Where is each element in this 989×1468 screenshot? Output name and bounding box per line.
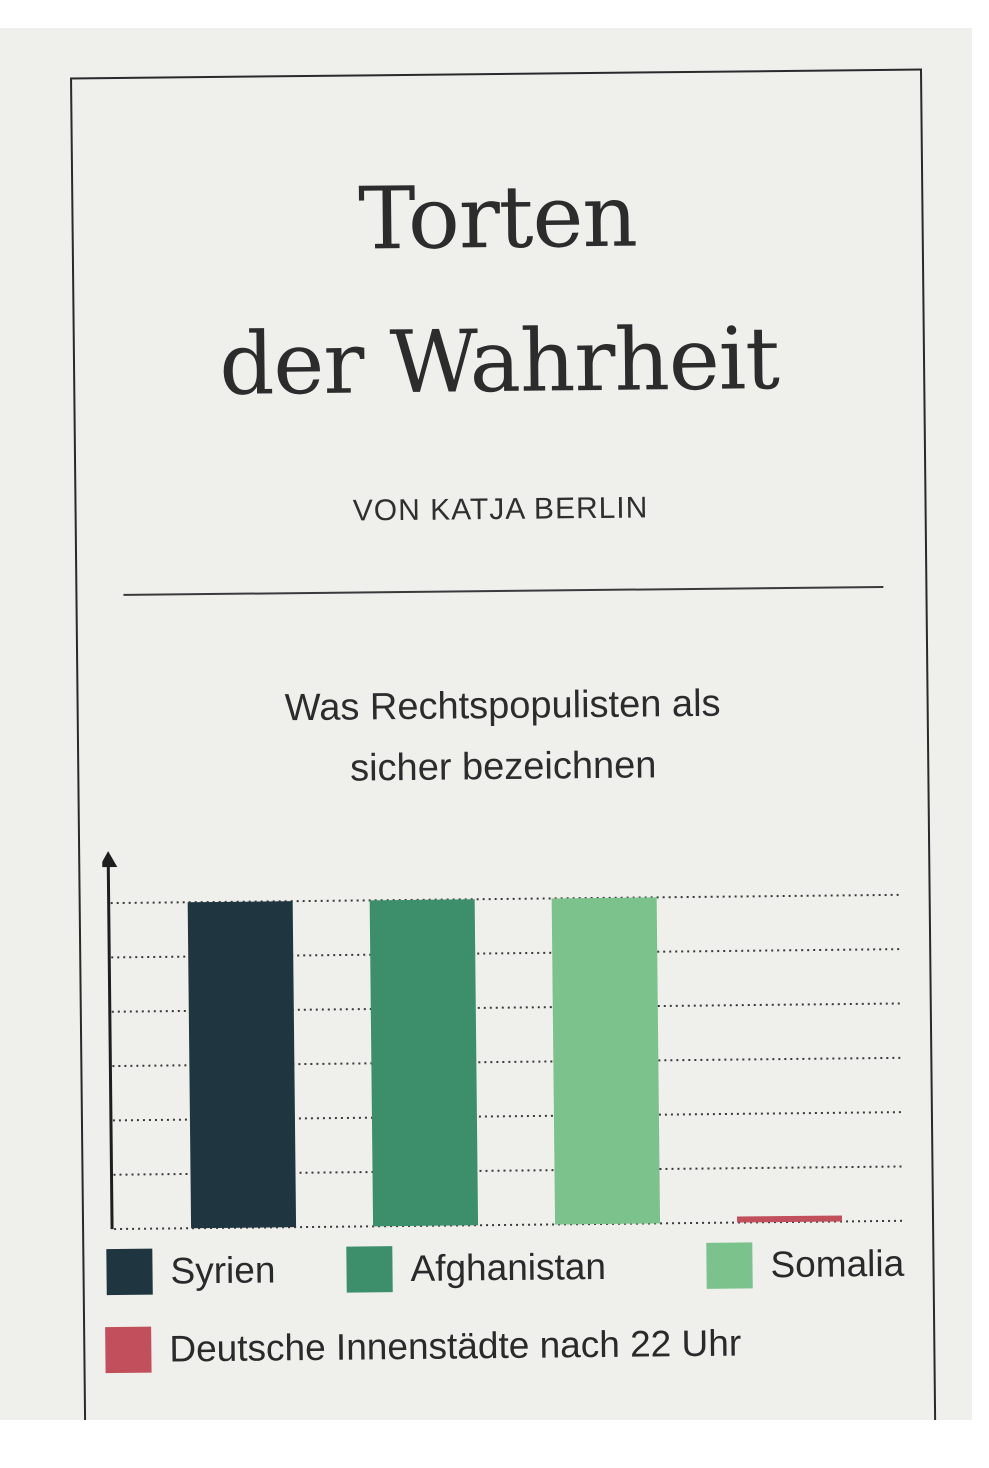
- chart-legend: Syrien Afghanistan Somalia Deutsche Inne…: [84, 1240, 934, 1399]
- chart-title-line-2: sicher bezeichnen: [349, 744, 657, 790]
- bars: [187, 897, 843, 1229]
- y-axis-arrow-head: [102, 851, 118, 868]
- legend-label-afghanistan: Afghanistan: [410, 1245, 607, 1289]
- legend-label-innenstaedte: Deutsche Innenstädte nach 22 Uhr: [169, 1322, 742, 1370]
- legend-swatch-afghanistan: [346, 1246, 393, 1293]
- legend-swatch-syrien: [106, 1248, 153, 1296]
- legend-item-innenstaedte: Deutsche Innenstädte nach 22 Uhr: [105, 1321, 741, 1374]
- legend-swatch-somalia: [706, 1242, 753, 1289]
- title-line-1: Torten: [357, 166, 638, 270]
- y-axis: [102, 851, 118, 1230]
- chart-title-line-1: Was Rechtspopulisten als: [284, 682, 721, 730]
- bar-afghanistan: [369, 899, 479, 1227]
- title-line-2: der Wahrheit: [218, 309, 780, 415]
- y-axis-line: [106, 863, 114, 1230]
- legend-item-afghanistan: Afghanistan: [346, 1244, 606, 1293]
- bar-deutsche-innenst-dte-nach-22-uhr: [736, 1215, 843, 1223]
- article-box: Torten der Wahrheit VON KATJA BERLIN Was…: [70, 68, 937, 1420]
- legend-swatch-innenstaedte: [105, 1326, 152, 1374]
- bar-somalia: [551, 897, 661, 1225]
- photo-background: Torten der Wahrheit VON KATJA BERLIN Was…: [0, 28, 972, 1420]
- divider-line: [123, 585, 884, 596]
- legend-item-syrien: Syrien: [106, 1247, 276, 1296]
- author-byline: VON KATJA BERLIN: [352, 491, 649, 528]
- legend-label-somalia: Somalia: [770, 1242, 905, 1286]
- bar-syrien: [187, 901, 297, 1229]
- legend-item-somalia: Somalia: [706, 1241, 904, 1289]
- legend-label-syrien: Syrien: [170, 1249, 276, 1292]
- bar-chart: [102, 851, 907, 1231]
- newspaper-page: Torten der Wahrheit VON KATJA BERLIN Was…: [0, 28, 972, 1420]
